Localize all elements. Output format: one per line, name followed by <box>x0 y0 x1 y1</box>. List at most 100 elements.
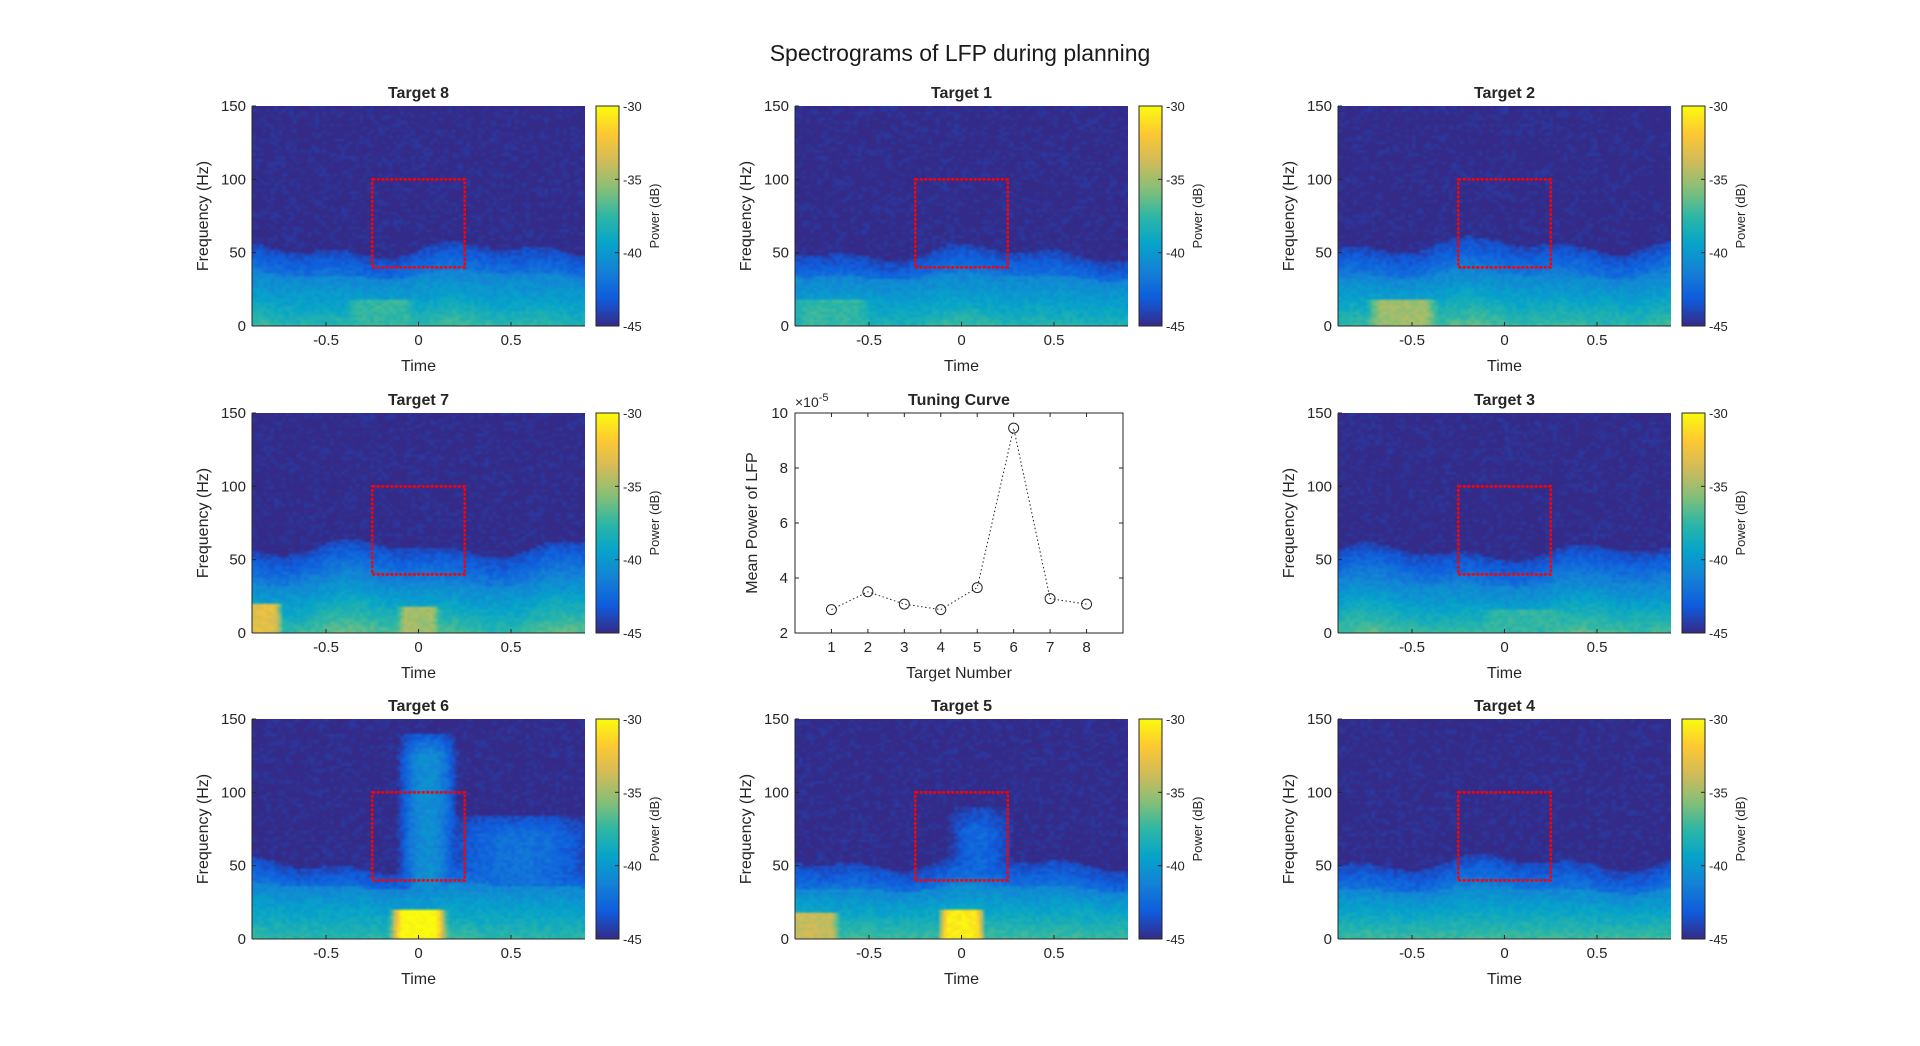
y-tick-label: 100 <box>1307 171 1332 188</box>
colorbar <box>595 718 620 940</box>
colorbar-tick-label: -40 <box>1166 246 1185 261</box>
data-point <box>971 582 983 594</box>
y-tick-label: 50 <box>229 245 246 262</box>
x-tick-label: 0 <box>414 639 422 656</box>
x-tick-label: 0 <box>414 945 422 962</box>
x-tick-label: 4 <box>937 639 945 656</box>
x-axis-label: Time <box>944 358 979 375</box>
colorbar-label: Power (dB) <box>1733 490 1748 555</box>
x-axis-label: Time <box>401 971 436 988</box>
colorbar <box>1138 718 1163 940</box>
colorbar-tick-label: -40 <box>1709 553 1728 568</box>
x-tick-label: 0 <box>957 332 965 349</box>
x-tick-label: 0.5 <box>501 945 522 962</box>
x-tick-label: -0.5 <box>313 332 339 349</box>
colorbar-tick-label: -45 <box>1166 319 1185 334</box>
x-axis-label: Target Number <box>906 665 1012 682</box>
x-tick-label: 0.5 <box>501 332 522 349</box>
colorbar-tick-label: -35 <box>623 479 642 494</box>
y-axis-label: Frequency (Hz) <box>738 774 755 884</box>
data-point <box>935 604 947 616</box>
x-axis-label: Time <box>401 665 436 682</box>
colorbar <box>1681 412 1706 634</box>
plot-area <box>794 412 1124 634</box>
x-axis-label: Time <box>1487 971 1522 988</box>
colorbar-tick-label: -35 <box>1166 172 1185 187</box>
x-tick-label: 0.5 <box>1044 332 1065 349</box>
x-tick-label: 6 <box>1009 639 1017 656</box>
analysis-window-box <box>1457 485 1552 576</box>
x-axis-label: Time <box>1487 665 1522 682</box>
y-tick-label: 150 <box>764 711 789 728</box>
colorbar-label: Power (dB) <box>647 183 662 248</box>
x-tick-label: -0.5 <box>313 639 339 656</box>
spectrogram-image <box>252 413 585 633</box>
y-tick-label: 6 <box>780 515 788 532</box>
spectrogram-image <box>252 106 585 326</box>
analysis-window-box <box>1457 178 1552 269</box>
analysis-window-box <box>1457 791 1552 882</box>
y-tick-label: 0 <box>781 931 789 948</box>
x-tick-label: 7 <box>1046 639 1054 656</box>
colorbar-label: Power (dB) <box>647 490 662 555</box>
y-tick-label: 50 <box>772 245 789 262</box>
colorbar-tick-label: -30 <box>1166 712 1185 727</box>
x-tick-label: 0 <box>957 945 965 962</box>
colorbar-label: Power (dB) <box>647 796 662 861</box>
colorbar <box>1681 105 1706 327</box>
tuning-curve-line <box>831 428 1087 611</box>
x-tick-label: 8 <box>1082 639 1090 656</box>
y-tick-label: 8 <box>780 460 788 477</box>
spectrogram-image <box>795 719 1128 939</box>
x-tick-label: -0.5 <box>1399 332 1425 349</box>
y-axis-label: Mean Power of LFP <box>744 452 761 593</box>
y-tick-label: 0 <box>238 931 246 948</box>
spectrogram-panel: -0.5 0 0.5 0 50 100 150 Target 8 Time Frequency (… <box>195 85 662 375</box>
colorbar-tick-label: -45 <box>623 319 642 334</box>
panel-title: Tuning Curve <box>908 392 1010 409</box>
y-tick-label: 150 <box>221 405 246 422</box>
spectrogram-panel: -0.5 0 0.5 0 50 100 150 Target 4 Time Frequency (… <box>1281 698 1748 988</box>
colorbar-tick-label: -30 <box>623 406 642 421</box>
x-tick-label: 3 <box>900 639 908 656</box>
panel-title: Target 5 <box>931 698 992 715</box>
y-tick-label: 0 <box>238 318 246 335</box>
y-tick-label: 150 <box>1307 711 1332 728</box>
colorbar-tick-label: -45 <box>623 626 642 641</box>
data-point <box>1081 598 1093 610</box>
data-point <box>825 604 837 616</box>
colorbar-tick-label: -45 <box>1166 932 1185 947</box>
colorbar-label: Power (dB) <box>1733 183 1748 248</box>
colorbar-tick-label: -40 <box>1166 859 1185 874</box>
spectrogram-panel: -0.5 0 0.5 0 50 100 150 Target 1 Time Frequency (… <box>738 85 1205 375</box>
colorbar <box>1138 105 1163 327</box>
spectrogram-image <box>1338 719 1671 939</box>
y-tick-label: 100 <box>1307 784 1332 801</box>
colorbar-tick-label: -30 <box>1709 712 1728 727</box>
y-tick-label: 150 <box>1307 98 1332 115</box>
y-exponent-label: ×10-5 <box>795 392 829 410</box>
y-tick-label: 4 <box>780 570 788 587</box>
spectrogram-image <box>795 106 1128 326</box>
x-axis-label: Time <box>401 358 436 375</box>
colorbar-tick-label: -40 <box>623 859 642 874</box>
data-point <box>898 598 910 610</box>
x-tick-label: 5 <box>973 639 981 656</box>
colorbar-label: Power (dB) <box>1190 796 1205 861</box>
x-tick-label: 0 <box>414 332 422 349</box>
y-tick-label: 0 <box>1324 625 1332 642</box>
panel-title: Target 1 <box>931 85 992 102</box>
x-tick-label: -0.5 <box>313 945 339 962</box>
y-tick-label: 50 <box>1315 858 1332 875</box>
spectrogram-image <box>1338 106 1671 326</box>
y-tick-label: 100 <box>221 478 246 495</box>
colorbar-label: Power (dB) <box>1190 183 1205 248</box>
x-axis-label: Time <box>944 971 979 988</box>
y-tick-label: 150 <box>1307 405 1332 422</box>
colorbar-tick-label: -35 <box>1166 785 1185 800</box>
y-tick-label: 100 <box>221 171 246 188</box>
y-axis-label: Frequency (Hz) <box>195 774 212 884</box>
colorbar-tick-label: -40 <box>623 246 642 261</box>
